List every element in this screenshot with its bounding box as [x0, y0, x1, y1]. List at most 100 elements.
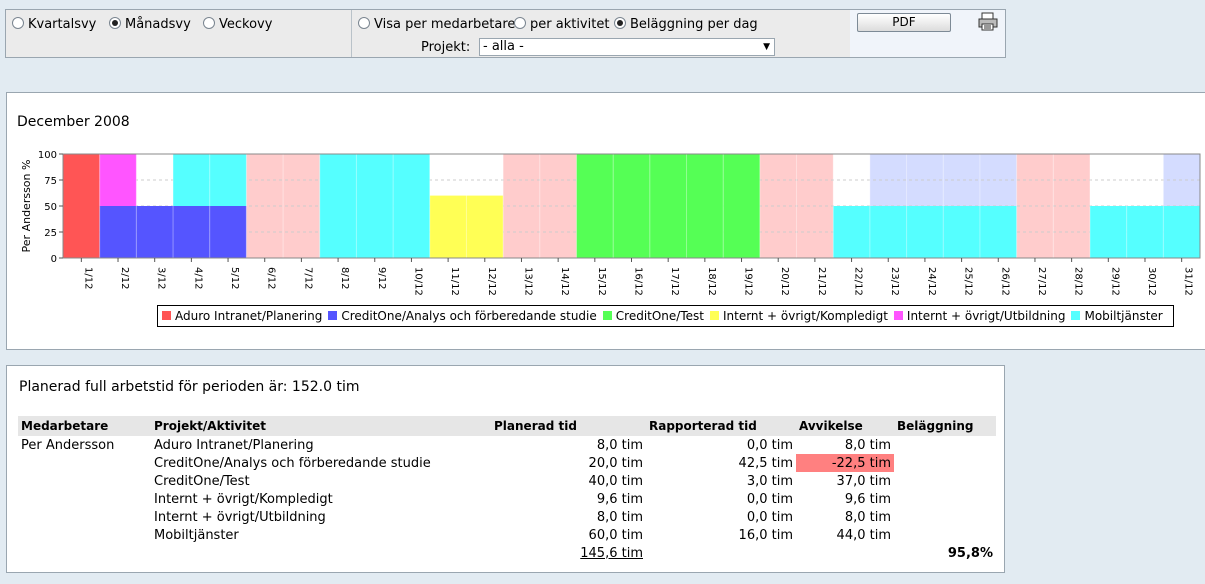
radio-manadsvy[interactable]: Månadsvy: [109, 17, 191, 32]
x-tick-label: 25/12: [963, 267, 974, 296]
x-tick-label: 30/12: [1146, 267, 1157, 296]
x-tick-label: 21/12: [816, 267, 827, 296]
table-row: Internt + övrigt/Kompledigt 9,6 tim 0,0 ti…: [18, 490, 996, 508]
total-planned: 145,6 tim: [580, 545, 643, 561]
x-tick-label: 28/12: [1073, 267, 1084, 296]
period-selector: Kvartalsvy Månadsvy Veckovy: [6, 10, 352, 57]
table-row: CreditOne/Analys och förberedande studie…: [18, 454, 996, 472]
y-tick-label: 25: [44, 228, 57, 239]
legend-label: CreditOne/Analys och förberedande studie: [341, 309, 597, 323]
radio-circle[interactable]: [109, 17, 121, 29]
bar: [576, 154, 614, 258]
legend-swatch: [893, 311, 903, 320]
deviation-cell: 37,0 tim: [836, 473, 891, 489]
deviation-cell: 44,0 tim: [836, 527, 891, 543]
planned-cell: 60,0 tim: [588, 527, 643, 543]
toolbar: Kvartalsvy Månadsvy Veckovy Visa per med…: [5, 9, 1006, 58]
bar: [723, 154, 760, 258]
legend-swatch: [162, 311, 171, 320]
x-tick-label: 19/12: [743, 267, 754, 296]
radio-veckovy[interactable]: Veckovy: [203, 17, 272, 32]
project-label: Projekt:: [421, 40, 471, 55]
deviation-cell: 8,0 tim: [844, 509, 891, 525]
col-belaggning: Beläggning: [894, 416, 996, 436]
deviation-cell: 9,6 tim: [844, 491, 891, 507]
activity-cell: Internt + övrigt/Utbildning: [154, 509, 326, 525]
radio-per-medarbetare[interactable]: Visa per medarbetare: [358, 17, 515, 32]
planned-cell: 40,0 tim: [588, 473, 643, 489]
occupancy-chart: 0 25 50 75 100 Per Andersson % 1/12 2/12 3/12 4/1…: [20, 150, 1201, 296]
radio-kvartalsvy[interactable]: Kvartalsvy: [12, 17, 96, 32]
bar: [99, 154, 137, 206]
reported-cell: 0,0 tim: [746, 437, 793, 453]
radio-circle[interactable]: [358, 17, 370, 29]
reported-cell: 3,0 tim: [746, 473, 793, 489]
employee-cell: [18, 544, 151, 562]
reported-cell: 0,0 tim: [746, 509, 793, 525]
radio-circle[interactable]: [514, 17, 526, 29]
x-tick-label: 22/12: [853, 267, 864, 296]
x-tick-label: 5/12: [229, 267, 240, 289]
x-tick-label: 15/12: [596, 267, 607, 296]
day-background: [283, 154, 320, 258]
legend-swatch: [709, 311, 719, 320]
bar: [63, 154, 100, 258]
legend-swatch: [328, 311, 338, 320]
bar: [393, 154, 430, 258]
x-tick-label: 31/12: [1183, 267, 1194, 296]
table-header-row: Medarbetare Projekt/Aktivitet Planerad t…: [18, 416, 996, 436]
radio-circle[interactable]: [203, 17, 215, 29]
view-selector: Visa per medarbetare per aktivitet Beläg…: [352, 10, 850, 57]
table-row: Mobiltjänster 60,0 tim 16,0 tim 44,0 tim: [18, 526, 996, 544]
table-row: Internt + övrigt/Utbildning 8,0 tim 0,0 ti…: [18, 508, 996, 526]
printer-icon[interactable]: [977, 12, 999, 32]
bar: [173, 154, 210, 206]
x-tick-label: 27/12: [1036, 267, 1047, 296]
y-tick-label: 50: [44, 202, 57, 213]
summary-table: Medarbetare Projekt/Aktivitet Planerad t…: [18, 416, 996, 562]
employee-cell: [18, 472, 151, 490]
x-tick-label: 14/12: [559, 267, 570, 296]
legend-label: Internt + övrigt/Kompledigt: [722, 309, 888, 323]
radio-belaggning-per-dag[interactable]: Beläggning per dag: [614, 17, 758, 32]
x-tick-label: 3/12: [156, 267, 167, 289]
employee-cell: [18, 508, 151, 526]
radio-circle[interactable]: [614, 17, 626, 29]
x-tick-label: 29/12: [1109, 267, 1120, 296]
legend-swatch: [602, 311, 612, 320]
x-tick-label: 13/12: [522, 267, 533, 296]
pdf-button[interactable]: PDF: [857, 13, 951, 32]
table-row: CreditOne/Test 40,0 tim 3,0 tim 37,0 tim: [18, 472, 996, 490]
bar: [209, 206, 247, 258]
legend-item: CreditOne/Analys och förberedande studie: [328, 308, 597, 324]
occupancy-cell: [894, 508, 996, 526]
x-tick-label: 11/12: [449, 267, 460, 296]
col-medarbetare: Medarbetare: [18, 416, 151, 436]
radio-per-aktivitet[interactable]: per aktivitet: [514, 17, 609, 32]
deviation-cell: [796, 544, 894, 562]
x-tick-label: 23/12: [889, 267, 900, 296]
x-tick-label: 2/12: [119, 267, 130, 289]
summary-heading: Planerad full arbetstid för perioden är:…: [19, 379, 360, 395]
reported-cell: [646, 544, 796, 562]
legend-item: Internt + övrigt/Utbildning: [893, 308, 1066, 324]
reported-cell: 42,5 tim: [738, 455, 793, 471]
project-select[interactable]: - alla - ▼: [479, 38, 775, 56]
bar: [979, 206, 1017, 258]
x-tick-label: 6/12: [266, 267, 277, 289]
legend-label: Internt + övrigt/Utbildning: [906, 309, 1066, 323]
x-tick-label: 9/12: [376, 267, 387, 289]
x-tick-label: 16/12: [633, 267, 644, 296]
x-tick-label: 18/12: [706, 267, 717, 296]
x-tick-label: 26/12: [999, 267, 1010, 296]
planned-cell: 8,0 tim: [596, 509, 643, 525]
radio-circle[interactable]: [12, 17, 24, 29]
bar: [1163, 206, 1200, 258]
bar: [466, 195, 504, 258]
legend-swatch: [1071, 311, 1081, 320]
planned-cell: 9,6 tim: [596, 491, 643, 507]
bar: [99, 206, 137, 258]
occupancy-cell: [894, 490, 996, 508]
y-tick-label: 75: [44, 176, 57, 187]
occupancy-cell: [894, 436, 996, 454]
